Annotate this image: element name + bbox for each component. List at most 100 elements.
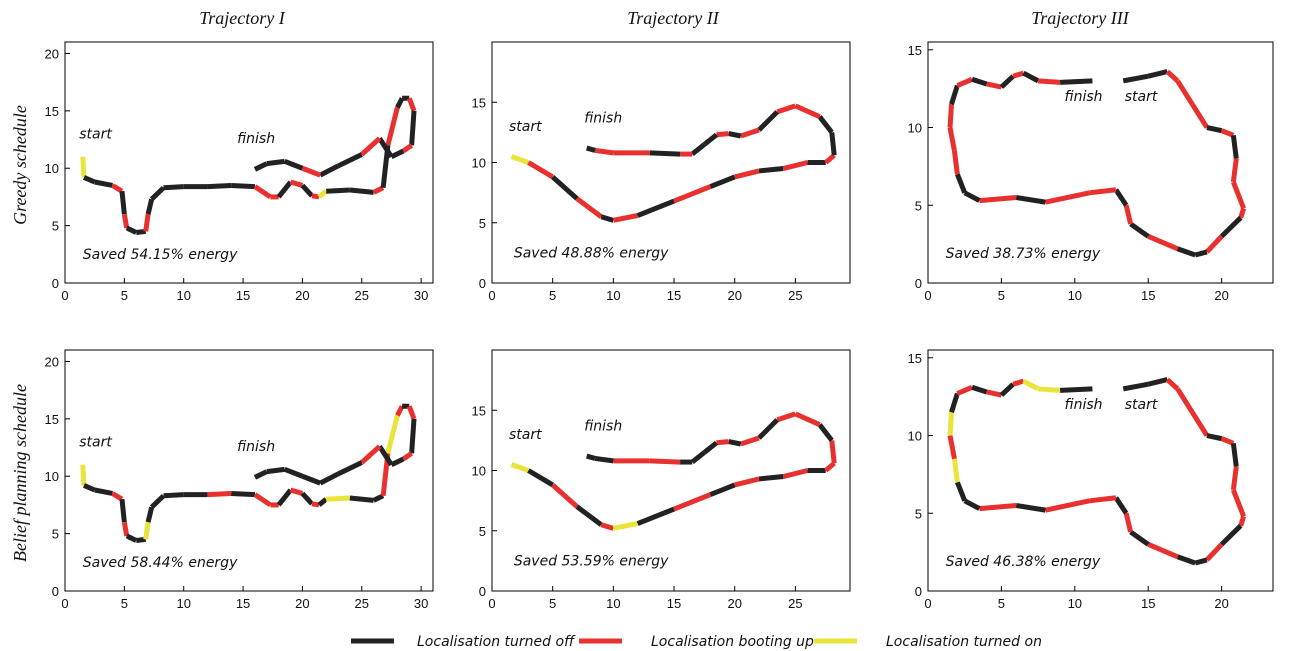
trajectory-line [80, 95, 417, 235]
trajectory-segment-off [395, 97, 405, 109]
x-tick-label: 0 [488, 288, 495, 303]
trajectory-segment-booting [794, 411, 821, 427]
trajectory-segment-booting [986, 81, 1002, 90]
y-tick-label: 5 [479, 216, 486, 231]
trajectory-segment-off [585, 453, 596, 461]
trajectory-segment-on [80, 156, 87, 178]
panel-5: 0 5 10 15 20 25 0 5 10 15 start finish Saved 53.59% … [472, 349, 851, 611]
trajectory-segment-off [1219, 523, 1243, 547]
trajectory-segment-booting [406, 405, 417, 420]
y-tick-label: 15 [45, 412, 59, 427]
trajectory-segment-off [585, 145, 596, 153]
trajectory-segment-off [94, 179, 113, 188]
trajectory-segment-booting [947, 127, 957, 152]
trajectory-segment-booting [1044, 190, 1091, 205]
panel-2: 0 5 10 15 20 25 0 5 10 15 start finish Saved 48.88% … [472, 41, 851, 303]
trajectory-segment-off [377, 137, 394, 159]
trajectory-segment-booting [1147, 234, 1179, 252]
trajectory-segment-off [971, 76, 988, 87]
trajectory-segment-off [119, 498, 127, 523]
trajectory-segment-off [1194, 557, 1208, 566]
y-tick-label: 0 [479, 584, 486, 599]
panels: 0 5 10 15 20 25 30 0 5 10 15 20 start finish Saved 54.… [45, 41, 1274, 611]
trajectory-segment-booting [253, 184, 272, 200]
x-tick-label: 20 [1214, 288, 1228, 303]
trajectory-segment-off [829, 132, 837, 156]
y-tick-label: 15 [908, 351, 922, 366]
trajectory-segment-booting [716, 439, 729, 446]
trajectory-segment-booting [979, 502, 1017, 512]
trajectory-segment-booting [1238, 207, 1247, 219]
trajectory-segment-on [1037, 386, 1061, 393]
trajectory-segment-off [702, 440, 719, 455]
trajectory-segment-off [336, 152, 363, 169]
trajectory-segment-booting [1165, 69, 1180, 83]
trajectory-segment-off [231, 182, 256, 190]
trajectory-segment-booting [649, 458, 681, 465]
trajectory-segment-on [317, 189, 328, 199]
trajectory-segment-booting [734, 168, 760, 180]
trajectory-segment-off [83, 175, 96, 185]
x-tick-label: 5 [998, 288, 1005, 303]
trajectory-segment-off [409, 418, 417, 454]
trajectory-segment-off [1176, 246, 1197, 258]
y-tick-label: 20 [45, 354, 59, 369]
trajectory-segment-off [207, 182, 232, 190]
trajectory-segment-booting [782, 160, 809, 171]
trajectory-segment-booting [824, 461, 836, 473]
trajectory-segment-on [510, 154, 530, 165]
trajectory-segment-booting [301, 165, 322, 178]
trajectory-segment-off [949, 84, 960, 105]
trajectory-segment-off [1194, 249, 1208, 258]
trajectory-segment-off [326, 187, 351, 194]
trajectory-segment-booting [1089, 495, 1117, 504]
legend-label-booting: Localisation booting up [651, 634, 814, 650]
trajectory-segment-on [143, 521, 151, 540]
trajectory-segment-off [319, 471, 340, 486]
y-tick-label: 5 [915, 506, 922, 521]
trajectory-segment-booting [956, 77, 974, 88]
trajectory-segment-booting [739, 435, 760, 447]
trajectory-segment-off [649, 150, 681, 157]
y-tick-label: 5 [52, 219, 59, 234]
trajectory-segment-booting [1175, 79, 1195, 106]
y-tick-label: 10 [45, 469, 59, 484]
trajectory-segment-off [1230, 442, 1239, 467]
trajectory-segment-booting [311, 501, 320, 508]
trajectory-segment-booting [1220, 436, 1235, 446]
trajectory-line [510, 103, 837, 223]
trajectory-segment-off [349, 187, 374, 195]
trajectory-segment-off [336, 460, 363, 477]
x-tick-label: 10 [606, 288, 620, 303]
x-tick-label: 5 [549, 288, 556, 303]
energy-saved-label: Saved 58.44% energy [83, 555, 238, 571]
x-tick-label: 25 [355, 596, 369, 611]
x-tick-label: 25 [355, 288, 369, 303]
trajectory-segment-off [276, 488, 293, 507]
trajectory-segment-off [1206, 125, 1223, 134]
trajectory-segment-booting [372, 185, 385, 195]
trajectory-segment-off [163, 492, 184, 499]
y-tick-label: 10 [908, 121, 922, 136]
trajectory-segment-off [1129, 529, 1150, 547]
legend: Localisation turned off Localisation boo… [351, 634, 1042, 650]
x-tick-label: 10 [176, 288, 190, 303]
x-tick-label: 0 [488, 596, 495, 611]
energy-saved-label: Saved 53.59% energy [514, 554, 669, 570]
trajectory-segment-booting [253, 492, 272, 508]
trajectory-segment-off [728, 439, 742, 447]
trajectory-segment-off [94, 487, 113, 496]
trajectory-segment-off [1060, 78, 1093, 85]
x-tick-label: 5 [998, 596, 1005, 611]
finish-label: finish [584, 419, 622, 435]
trajectory-segment-booting [979, 194, 1017, 204]
plot-frame [64, 41, 434, 284]
row-title-belief: Belief planning schedule [10, 384, 30, 562]
x-tick-label: 20 [727, 596, 741, 611]
trajectory-segment-off [253, 161, 268, 172]
trajectory-segment-off [758, 166, 784, 174]
trajectory-segment-off [955, 173, 968, 194]
trajectory-segment-off [690, 142, 706, 157]
trajectory-segment-off [949, 392, 960, 413]
